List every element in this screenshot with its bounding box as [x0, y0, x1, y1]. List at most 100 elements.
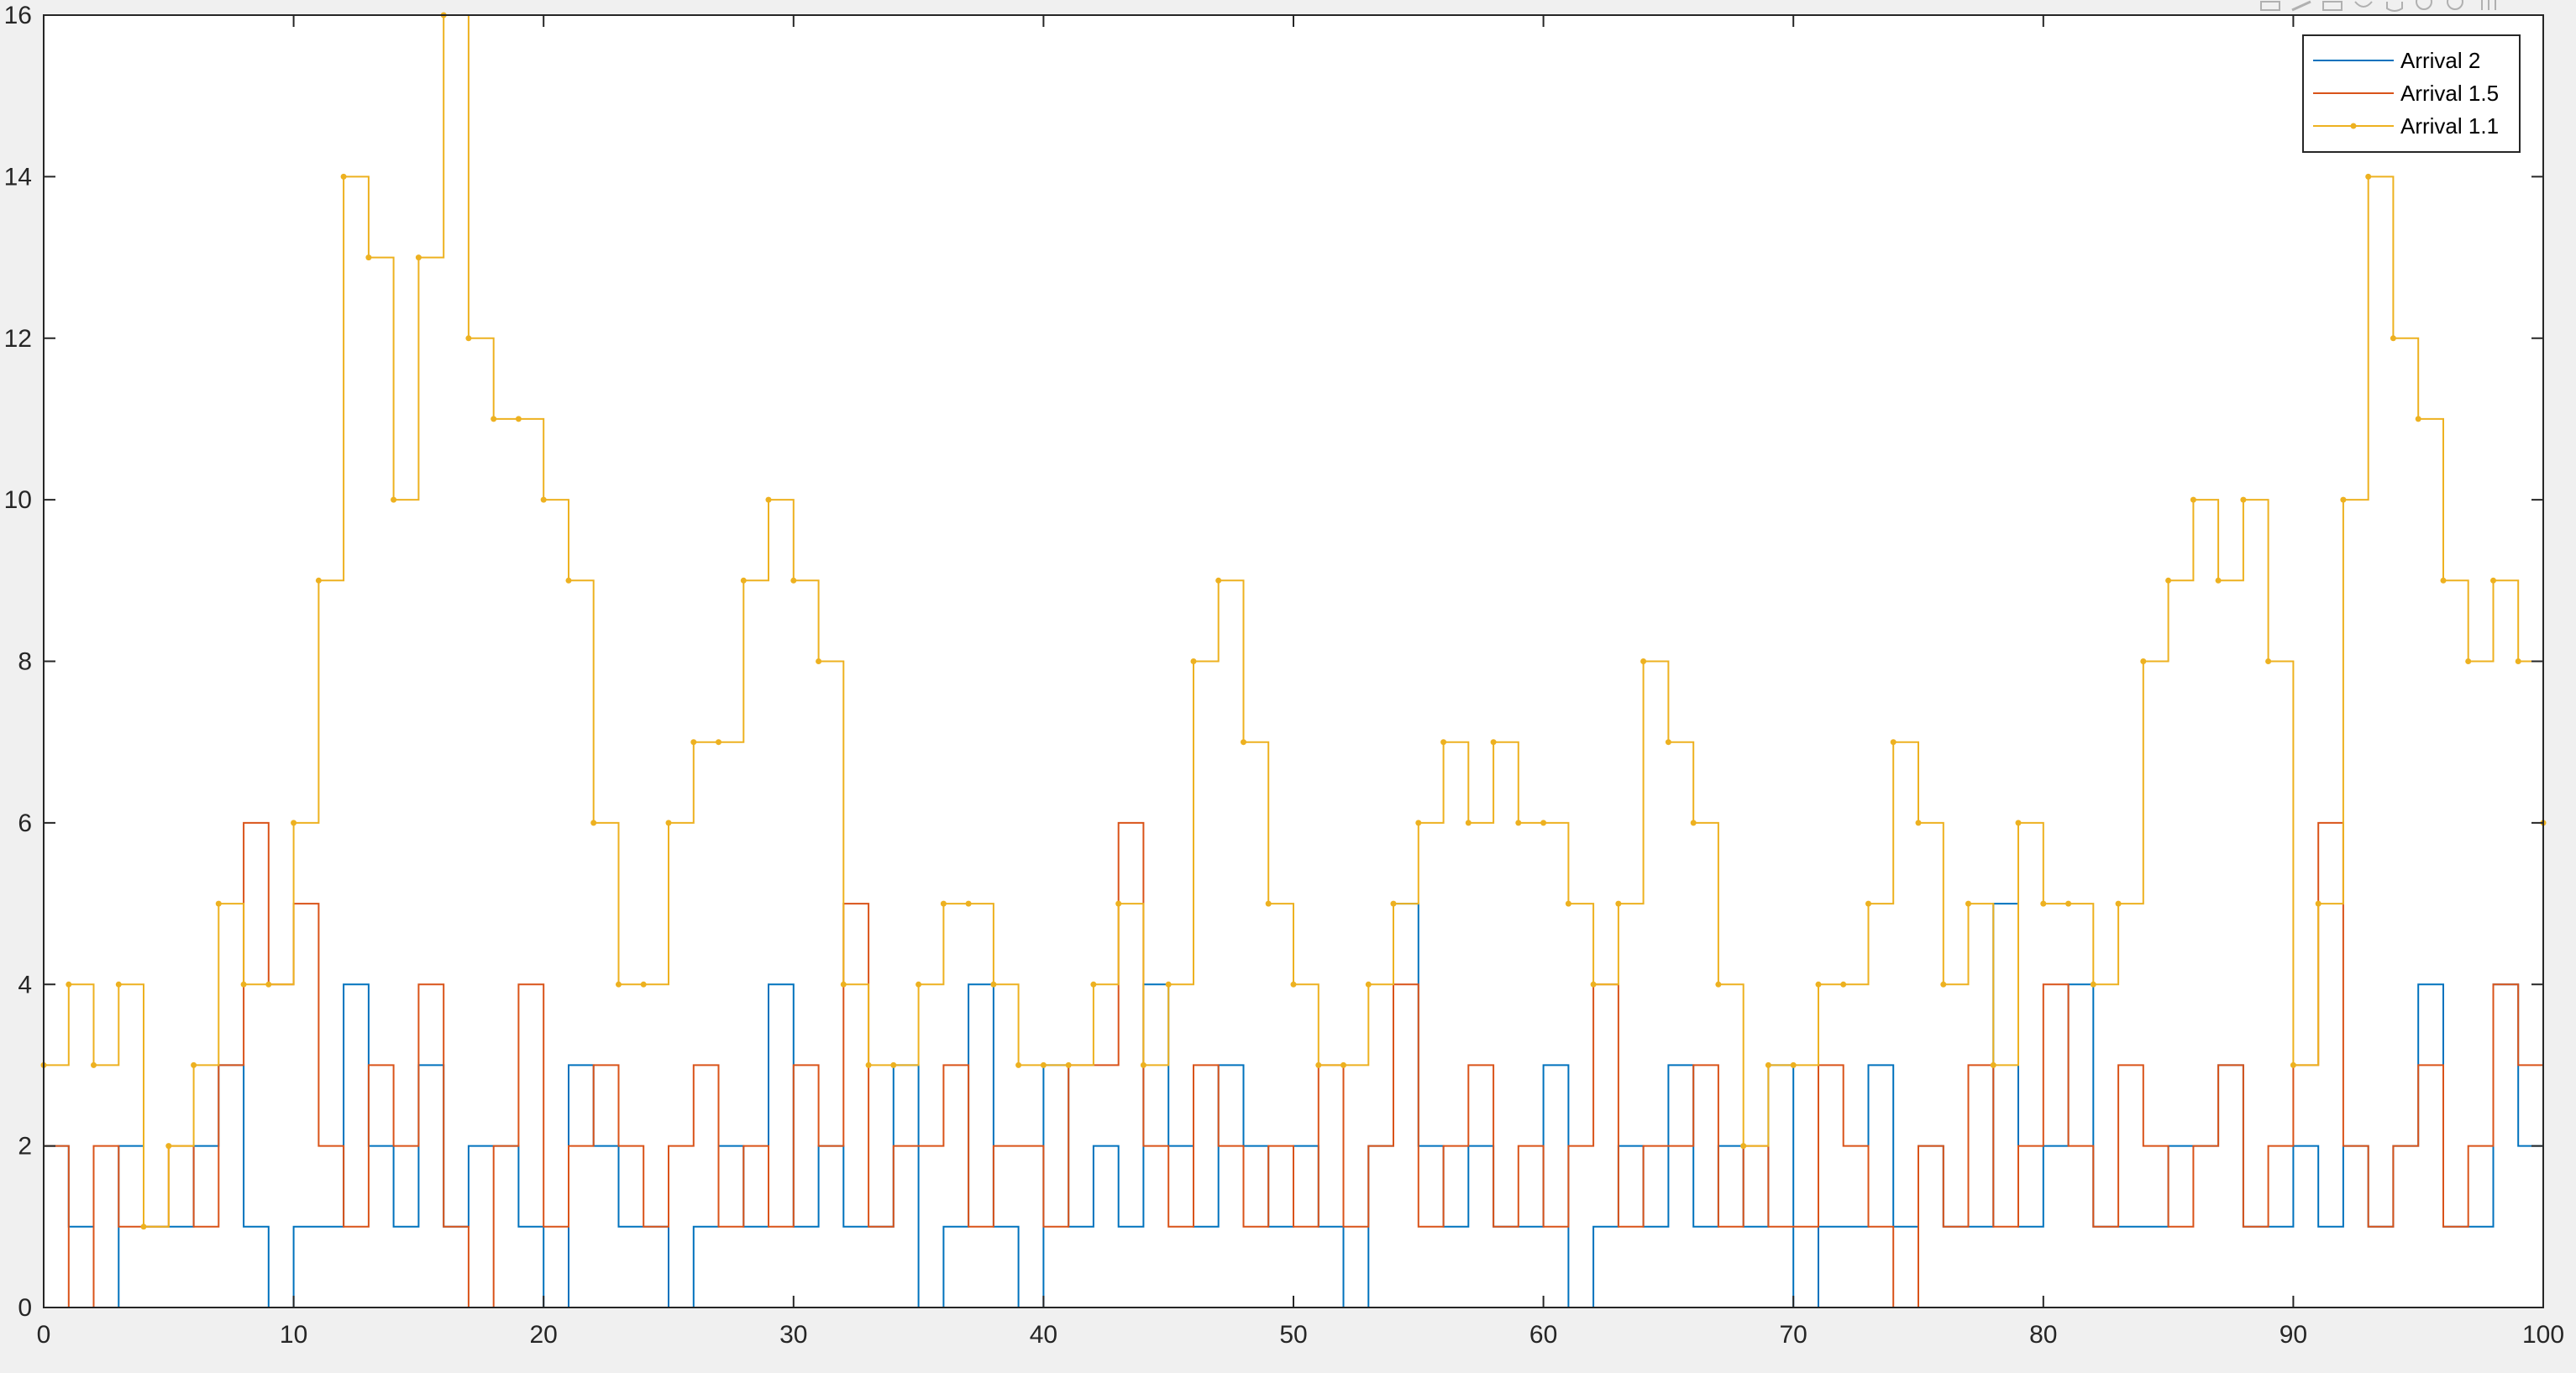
zoom-in-icon[interactable] — [2413, 0, 2438, 12]
y-tick-label: 14 — [4, 163, 32, 191]
x-tick-label: 80 — [2029, 1321, 2057, 1349]
data-point — [990, 981, 997, 988]
data-point — [840, 981, 847, 988]
data-point — [1090, 981, 1097, 988]
data-point — [1215, 577, 1222, 584]
zoom-out-icon[interactable] — [2444, 0, 2469, 12]
data-point — [491, 416, 497, 422]
data-point — [1740, 1143, 1747, 1150]
data-point — [66, 981, 72, 988]
x-tick-label: 100 — [2522, 1321, 2564, 1349]
data-point — [965, 900, 972, 907]
data-point — [2240, 496, 2247, 503]
data-point — [540, 496, 547, 503]
data-point — [1665, 739, 1671, 746]
y-tick-label: 4 — [18, 971, 32, 998]
data-point — [2290, 1061, 2296, 1068]
data-point — [2065, 900, 2072, 907]
legend-label: Arrival 1.5 — [2400, 81, 2499, 106]
data-point — [2015, 820, 2022, 826]
data-point — [1865, 900, 1871, 907]
data-point — [665, 820, 672, 826]
y-tick-label: 10 — [4, 486, 32, 514]
data-point — [2515, 658, 2521, 664]
series-line-2 — [44, 821, 2544, 1308]
data-point — [1640, 658, 1647, 664]
data-point — [2190, 496, 2196, 503]
pan-icon[interactable] — [2382, 0, 2407, 12]
restore-view-icon[interactable] — [2475, 0, 2500, 12]
data-point — [1515, 820, 1522, 826]
data-point — [1490, 739, 1497, 746]
data-point — [890, 1061, 897, 1068]
data-point — [816, 658, 822, 664]
data-point — [765, 496, 772, 503]
data-point — [1265, 900, 1272, 907]
data-point — [291, 820, 297, 826]
legend-label: Arrival 1.1 — [2400, 113, 2499, 139]
data-point — [1465, 820, 1472, 826]
data-point — [2215, 577, 2222, 584]
data-point — [2315, 900, 2322, 907]
data-point — [215, 900, 222, 907]
data-point — [340, 173, 347, 180]
data-point — [191, 1061, 197, 1068]
data-point — [165, 1143, 172, 1150]
data-point — [1940, 981, 1947, 988]
data-point — [91, 1061, 97, 1068]
data-point — [640, 981, 647, 988]
brush-icon[interactable] — [2289, 0, 2314, 12]
data-point — [1690, 820, 1697, 826]
data-point — [1965, 900, 1971, 907]
x-tick-label: 60 — [1529, 1321, 1557, 1349]
data-tips-icon[interactable] — [2320, 0, 2345, 12]
y-tick-label: 16 — [4, 2, 32, 29]
data-point — [115, 981, 122, 988]
legend[interactable]: Arrival 2 Arrival 1.5 Arrival 1.1 — [2302, 34, 2521, 153]
data-point — [1015, 1061, 1022, 1068]
data-point — [2265, 658, 2272, 664]
data-point — [790, 577, 797, 584]
data-point — [1415, 820, 1422, 826]
data-point — [140, 1224, 147, 1230]
data-point — [1315, 1061, 1322, 1068]
data-point — [2465, 658, 2472, 664]
y-tick-label: 12 — [4, 325, 32, 353]
data-point — [1390, 900, 1397, 907]
data-point — [2090, 981, 2096, 988]
data-point — [1290, 981, 1297, 988]
x-tick-label: 20 — [530, 1321, 558, 1349]
data-point — [1590, 981, 1597, 988]
data-point — [2340, 496, 2347, 503]
data-point — [716, 739, 721, 746]
x-tick-label: 10 — [280, 1321, 307, 1349]
data-point — [2115, 900, 2122, 907]
tick-layer: 0 10 20 30 40 50 60 70 80 90 100 0 2 4 6 8 10 12 14 16 — [4, 2, 2564, 1349]
data-point — [1540, 820, 1547, 826]
data-point — [2140, 658, 2147, 664]
data-point — [2415, 416, 2421, 422]
data-point — [916, 981, 922, 988]
data-point — [740, 577, 747, 584]
export-icon[interactable] — [2258, 0, 2283, 12]
data-point — [565, 577, 572, 584]
x-tick-label: 40 — [1030, 1321, 1057, 1349]
rotate-icon[interactable] — [2351, 0, 2376, 12]
y-tick-label: 8 — [18, 648, 32, 676]
data-point — [465, 335, 472, 342]
data-point — [1990, 1061, 1996, 1068]
data-point — [1790, 1061, 1797, 1068]
data-point — [365, 254, 372, 261]
data-point — [690, 739, 697, 746]
data-point — [2165, 577, 2172, 584]
data-point — [1440, 739, 1447, 746]
data-point — [1890, 739, 1897, 746]
data-point — [1365, 981, 1372, 988]
data-point — [616, 981, 622, 988]
data-point — [1765, 1061, 1771, 1068]
data-point — [1715, 981, 1722, 988]
data-point — [1065, 1061, 1072, 1068]
data-point — [1190, 658, 1197, 664]
data-point — [1165, 981, 1172, 988]
legend-label: Arrival 2 — [2400, 48, 2480, 73]
